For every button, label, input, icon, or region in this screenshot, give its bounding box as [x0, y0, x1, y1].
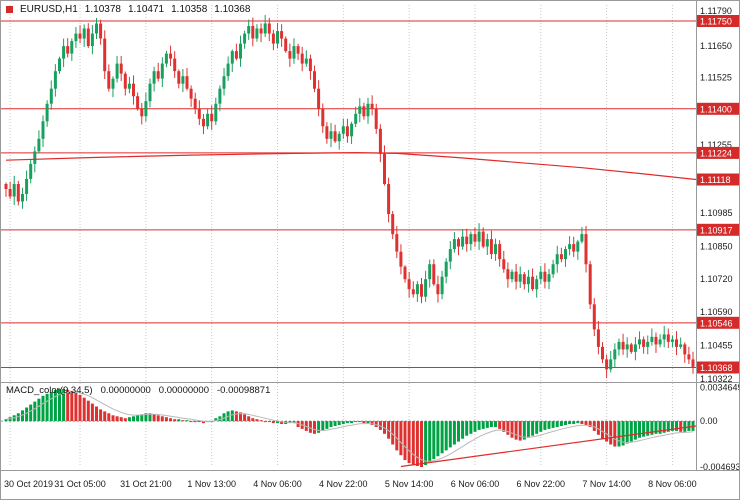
svg-text:7 Nov 14:00: 7 Nov 14:00 — [582, 479, 631, 489]
svg-text:1.10322: 1.10322 — [700, 374, 733, 384]
svg-text:1.11650: 1.11650 — [700, 41, 732, 51]
svg-text:0.0034649: 0.0034649 — [700, 382, 740, 392]
svg-text:1.10368: 1.10368 — [700, 363, 733, 373]
ohlc-low: 1.10358 — [171, 4, 208, 15]
svg-text:1.11255: 1.11255 — [700, 140, 732, 150]
svg-text:1.11400: 1.11400 — [700, 104, 732, 114]
candles[interactable] — [4, 15, 695, 378]
price-axis[interactable]: 1.11790 1.11650 1.11525 1.11255 1.10985 1.108… — [700, 6, 733, 384]
macd-trendline — [400, 425, 697, 468]
macd-indicator-label: MACD_color(9,34,5) 0.00000000 0.00000000… — [6, 385, 270, 396]
ohlc-high: 1.10471 — [127, 4, 165, 15]
svg-text:8 Nov 06:00: 8 Nov 06:00 — [648, 479, 697, 489]
ohlc-open: 1.10378 — [84, 4, 121, 15]
svg-text:1.11525: 1.11525 — [700, 72, 732, 82]
macd-value-2: 0.00000000 — [158, 385, 209, 396]
svg-text:31 Oct 21:00: 31 Oct 21:00 — [120, 479, 172, 489]
grid-vlines — [9, 5, 673, 467]
pane-borders — [1, 1, 739, 471]
symbol-timeframe: EURUSD,H1 — [20, 4, 78, 15]
time-axis[interactable]: 30 Oct 2019 31 Oct 05:00 31 Oct 21:00 1 Nov… — [4, 479, 697, 489]
svg-text:4 Nov 06:00: 4 Nov 06:00 — [253, 479, 302, 489]
svg-text:1.11790: 1.11790 — [700, 6, 732, 16]
svg-text:1.10850: 1.10850 — [700, 242, 733, 252]
svg-text:1.11750: 1.11750 — [700, 17, 732, 27]
svg-text:6 Nov 06:00: 6 Nov 06:00 — [451, 479, 500, 489]
svg-text:0.00: 0.00 — [700, 416, 718, 426]
macd-signal-line — [5, 391, 694, 462]
svg-text:1.11118: 1.11118 — [700, 175, 731, 185]
svg-text:1.10546: 1.10546 — [700, 318, 733, 328]
price-axis-badges: 1.11750 1.11400 1.11224 1.11118 1.10917 1.105… — [697, 15, 739, 374]
chart-symbol-icon — [6, 6, 13, 13]
svg-text:5 Nov 14:00: 5 Nov 14:00 — [385, 479, 434, 489]
svg-text:31 Oct 05:00: 31 Oct 05:00 — [54, 479, 106, 489]
ma-line — [5, 151, 697, 181]
svg-text:30 Oct 2019: 30 Oct 2019 — [4, 479, 53, 489]
ohlc-close: 1.10368 — [214, 4, 251, 15]
svg-text:4 Nov 22:00: 4 Nov 22:00 — [319, 479, 368, 489]
horizontal-level-lines — [1, 20, 696, 368]
macd-name: MACD_color(9,34,5) — [6, 385, 93, 396]
macd-value-3: -0.00098871 — [217, 385, 271, 396]
svg-text:1.10455: 1.10455 — [700, 341, 733, 351]
macd-axis[interactable]: 0.0034649 0.00 -0.0046934 — [700, 382, 740, 472]
svg-text:1 Nov 13:00: 1 Nov 13:00 — [187, 479, 236, 489]
svg-text:1.10590: 1.10590 — [700, 307, 733, 317]
svg-text:1.10917: 1.10917 — [700, 225, 733, 235]
macd-histogram — [4, 389, 695, 467]
svg-text:6 Nov 22:00: 6 Nov 22:00 — [517, 479, 566, 489]
svg-text:1.10985: 1.10985 — [700, 208, 733, 218]
svg-text:1.10720: 1.10720 — [700, 274, 733, 284]
svg-text:-0.0046934: -0.0046934 — [700, 462, 740, 472]
chart-header: EURUSD,H1 1.10378 1.10471 1.10358 1.1036… — [6, 4, 250, 15]
macd-value-1: 0.00000000 — [100, 385, 151, 396]
svg-text:1.11224: 1.11224 — [700, 148, 732, 158]
